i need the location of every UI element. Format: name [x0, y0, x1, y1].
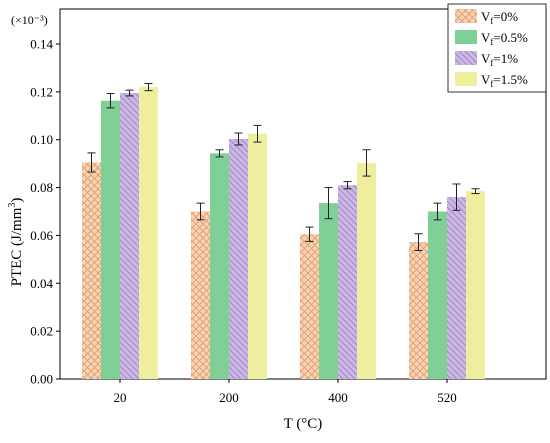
y-axis-multiplier: (×10⁻³) — [11, 13, 48, 27]
legend: Vf=0% Vf=0.5% Vf=1% Vf=1.5% — [447, 3, 547, 93]
y-tick-label: 0.10 — [30, 132, 53, 147]
y-tick-label: 0.04 — [30, 276, 53, 291]
bar-pattern — [447, 197, 466, 379]
bar — [248, 133, 267, 379]
y-tick-label: 0.00 — [30, 372, 53, 387]
y-tick-label: 0.12 — [30, 84, 53, 99]
legend-label: Vf=0.5% — [481, 30, 528, 47]
bar — [466, 191, 485, 379]
bars — [82, 87, 485, 380]
y-tick-label: 0.02 — [30, 324, 53, 339]
bar-pattern — [338, 185, 357, 379]
legend-items: Vf=0% Vf=0.5% Vf=1% Vf=1.5% — [455, 9, 528, 89]
legend-swatch — [455, 72, 477, 86]
bar — [319, 203, 338, 379]
bar — [139, 87, 158, 380]
bar-pattern — [191, 211, 210, 379]
bar-pattern — [82, 162, 101, 379]
y-tick-label: 0.06 — [30, 228, 53, 243]
legend-label: Vf=0% — [481, 9, 518, 26]
bar — [101, 100, 120, 379]
x-tick-label: 520 — [437, 390, 457, 405]
bar-pattern — [120, 93, 139, 379]
x-tick-label: 20 — [114, 390, 127, 405]
legend-swatch-pattern — [455, 51, 477, 65]
x-tick-label: 400 — [328, 390, 348, 405]
y-axis: 0.00 0.02 0.04 0.06 0.08 0.10 0.12 0.14 — [30, 37, 60, 387]
error-bars — [87, 82, 480, 252]
y-tick-label: 0.08 — [30, 180, 53, 195]
legend-swatch-pattern — [455, 9, 477, 23]
x-tick-label: 200 — [219, 390, 239, 405]
bar — [357, 162, 376, 379]
bar — [428, 211, 447, 379]
bar-pattern — [229, 138, 248, 379]
bar-pattern — [300, 234, 319, 379]
bar-pattern — [409, 242, 428, 379]
legend-label: Vf=1% — [481, 51, 518, 68]
legend-label: Vf=1.5% — [481, 72, 528, 89]
bar — [210, 153, 229, 379]
legend-swatch — [455, 30, 477, 44]
y-axis-title: PTEC (J/mm3) — [7, 198, 25, 287]
x-axis: 20 200 400 520 — [114, 379, 457, 405]
y-tick-label: 0.14 — [30, 37, 53, 52]
x-axis-title: T (°C) — [284, 416, 323, 432]
